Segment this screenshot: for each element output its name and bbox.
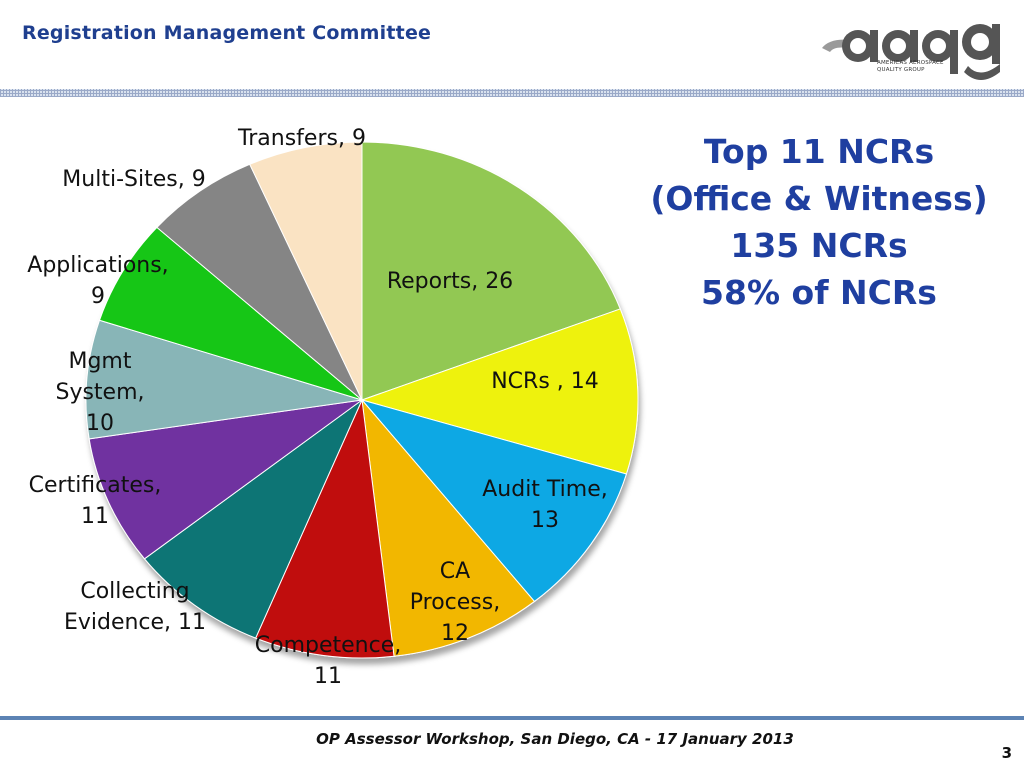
- pie-slice: [156, 163, 363, 401]
- headline-line-1: Top 11 NCRs: [703, 132, 935, 171]
- pie-slice: [88, 399, 363, 560]
- pie-slice-label: Multi-Sites, 9: [62, 167, 205, 192]
- headline-summary: Top 11 NCRs (Office & Witness) 135 NCRs …: [604, 128, 1024, 316]
- headline-line-2: (Office & Witness): [650, 179, 988, 218]
- pie-slice-label: Audit Time, 13: [482, 477, 608, 533]
- pie-slice: [249, 141, 363, 401]
- pie-slice: [361, 141, 621, 401]
- pie-slice-label: Competence, 11: [255, 633, 401, 689]
- slide-title: Registration Management Committee: [22, 22, 432, 44]
- footer-event-text: OP Assessor Workshop, San Diego, CA - 17…: [316, 730, 794, 748]
- header-divider-band: [0, 89, 1024, 97]
- pie-slice-label: Reports, 26: [387, 269, 513, 294]
- pie-slice-label: Applications, 9: [27, 253, 168, 309]
- pie-slice-label: NCRs , 14: [491, 369, 599, 394]
- ncr-pie-chart: Reports, 26 NCRs , 14 Audit Time, 13 CA Proce…: [27, 126, 639, 689]
- pie-slice-label: CA Process, 12: [410, 559, 500, 646]
- headline-line-3: 135 NCRs: [730, 226, 908, 265]
- pie-slice-label: Mgmt System, 10: [55, 349, 144, 436]
- pie-slice-label: Transfers, 9: [237, 126, 366, 151]
- page-number: 3: [1001, 744, 1012, 762]
- pie-slice: [360, 308, 639, 475]
- pie-slice-label: Collecting Evidence, 11: [64, 579, 206, 635]
- pie-slice: [85, 319, 363, 440]
- logo-subtitle: AMERICAS AEROSPACE QUALITY GROUP: [877, 60, 944, 73]
- footer-divider: [0, 716, 1024, 720]
- pie-slice: [361, 398, 536, 657]
- pie-slice-label: Certificates, 11: [29, 473, 162, 529]
- pie-slice: [254, 398, 395, 659]
- pie-slice: [143, 398, 364, 639]
- headline-line-4: 58% of NCRs: [701, 273, 937, 312]
- pie-slice: [98, 226, 363, 401]
- aaqg-logo-mark: [822, 24, 1000, 80]
- pie-slice: [360, 399, 628, 603]
